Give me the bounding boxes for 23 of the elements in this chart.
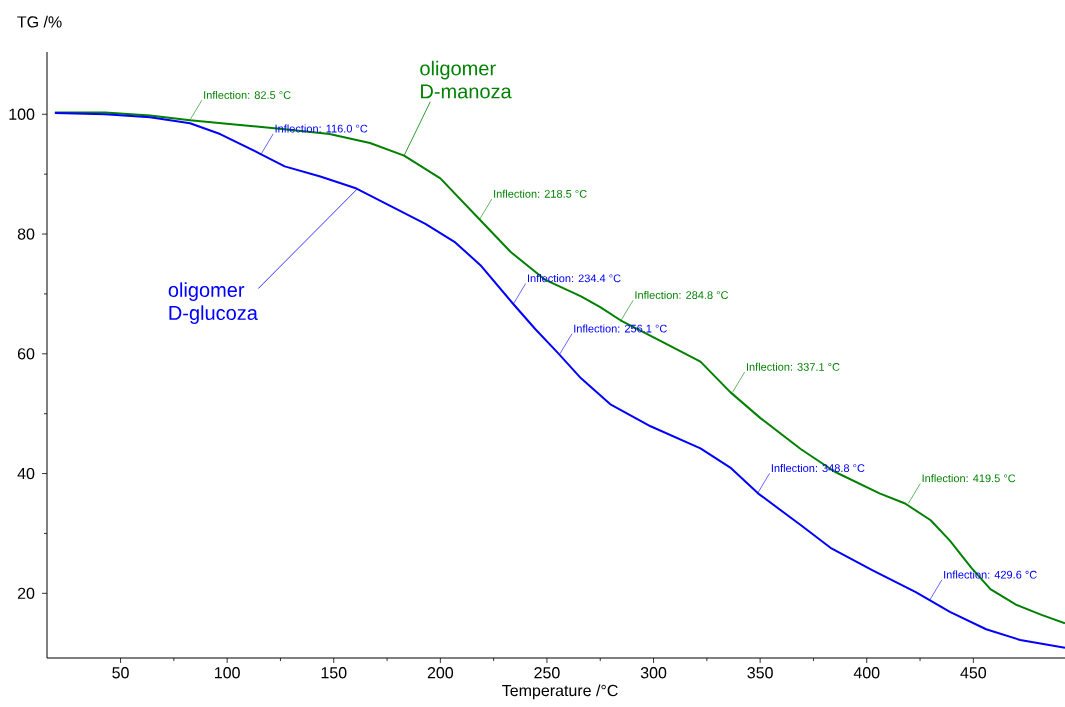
x-axis-title: Temperature /°C [502, 684, 618, 700]
x-tick-label: 400 [853, 667, 880, 679]
annotation: Inflection: 337.1 °C [746, 362, 840, 371]
annotation: Inflection: 82.5 °C [204, 90, 291, 99]
y-tick-label: 80 [17, 228, 35, 240]
x-tick-label: 50 [112, 667, 129, 679]
y-tick-label: 20 [17, 587, 35, 599]
x-tick-label: 300 [640, 667, 667, 679]
annotation: Inflection: 218.5 °C [494, 189, 587, 198]
y-tick-label: 100 [9, 108, 35, 120]
text: oligomer D-glucoza [168, 282, 258, 324]
x-tick-label: 150 [321, 667, 347, 679]
annotation: Inflection: 284.8 °C [635, 290, 729, 299]
y-axis-title: TG /% [17, 15, 62, 28]
x-tick-label: 100 [215, 667, 240, 679]
x-tick-label: 250 [534, 667, 560, 679]
y-tick-label: 40 [17, 467, 35, 480]
annotation: Inflection: 419.5 °C [922, 474, 1016, 483]
x-tick-label: 450 [960, 667, 987, 679]
text: oligomer D-manoza [420, 60, 512, 99]
x-tick-label: 200 [427, 667, 454, 679]
x-tick-label: 350 [747, 667, 773, 679]
y-tick-label: 60 [17, 348, 35, 360]
